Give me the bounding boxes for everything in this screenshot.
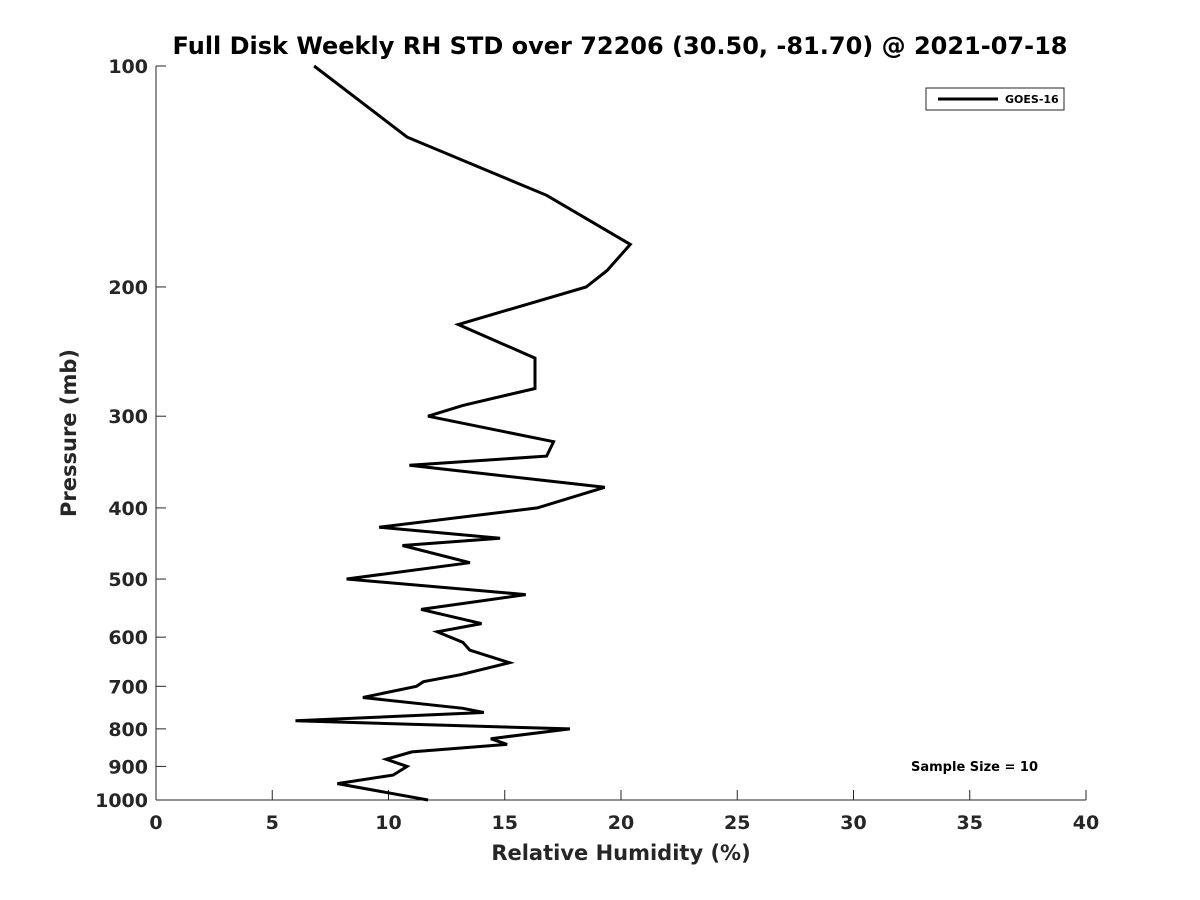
x-axis-ticks: 0 5 10 15 20 25 30 35 40 — [149, 790, 1099, 834]
y-tick-label: 900 — [108, 756, 148, 778]
y-tick-label: 100 — [108, 56, 148, 78]
sample-size-annotation: Sample Size = 10 — [911, 760, 1038, 775]
y-tick-label: 800 — [108, 719, 148, 741]
y-axis-ticks: 100 200 300 400 500 600 700 800 900 1000 — [95, 56, 166, 812]
y-tick-label: 200 — [108, 277, 148, 299]
y-tick-label: 1000 — [95, 790, 148, 812]
x-tick-label: 0 — [149, 812, 162, 834]
chart-title: Full Disk Weekly RH STD over 72206 (30.5… — [173, 32, 1068, 60]
x-tick-label: 25 — [724, 812, 750, 834]
y-tick-label: 500 — [108, 569, 148, 591]
x-tick-label: 30 — [840, 812, 866, 834]
legend-label-goes16: GOES-16 — [1005, 93, 1059, 106]
y-tick-label: 300 — [108, 406, 148, 428]
x-tick-label: 40 — [1073, 812, 1099, 834]
y-tick-label: 400 — [108, 498, 148, 520]
y-tick-label: 700 — [108, 676, 148, 698]
x-tick-label: 10 — [375, 812, 401, 834]
x-tick-label: 20 — [608, 812, 634, 834]
y-axis-label: Pressure (mb) — [57, 349, 81, 517]
legend: GOES-16 — [925, 87, 1065, 111]
x-tick-label: 5 — [266, 812, 279, 834]
y-tick-label: 600 — [108, 627, 148, 649]
x-tick-label: 15 — [492, 812, 518, 834]
x-axis-label: Relative Humidity (%) — [491, 841, 750, 865]
x-tick-label: 35 — [957, 812, 983, 834]
series-line-goes16 — [295, 64, 633, 802]
